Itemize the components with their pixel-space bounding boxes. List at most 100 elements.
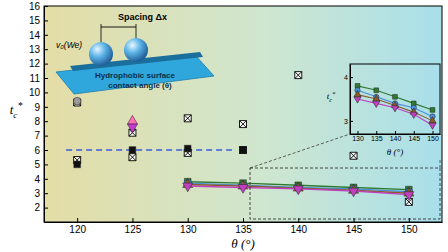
y-tick: 3 <box>344 118 353 125</box>
marker <box>410 112 417 118</box>
y-tick-label: 15 <box>29 15 41 26</box>
y-tick-mark <box>44 136 48 137</box>
y-axis-title: tc* <box>10 100 23 119</box>
x-tick: 140 <box>390 131 402 142</box>
x-tick: 135 <box>235 218 252 235</box>
spacing-tick <box>101 24 102 42</box>
marker <box>349 188 359 197</box>
y-axis: 34 <box>344 65 353 135</box>
x-tick: 140 <box>290 218 307 235</box>
y-tick-mark <box>44 193 48 194</box>
y-tick-mark <box>44 64 48 65</box>
marker <box>295 72 302 79</box>
y-tick: 9 <box>34 102 48 113</box>
line <box>358 90 433 116</box>
marker <box>374 88 379 93</box>
y-tick-mark <box>44 164 48 165</box>
y-tick-label: 10 <box>29 87 41 98</box>
x-tick-label: 150 <box>401 224 418 235</box>
y-tick-mark <box>44 121 48 122</box>
y-tick-label: 9 <box>34 102 40 113</box>
marker <box>127 124 137 133</box>
y-tick-label: 14 <box>29 30 41 41</box>
series <box>183 183 414 200</box>
y-tick-label: 12 <box>29 58 41 69</box>
x-tick-mark <box>132 218 133 222</box>
line <box>66 149 232 150</box>
y-tick: 5 <box>34 159 48 170</box>
plot-frame <box>44 6 442 222</box>
marker <box>404 192 414 201</box>
x-tick: 130 <box>352 131 364 142</box>
marker <box>238 185 248 194</box>
series <box>354 90 436 122</box>
x-tick-label: 145 <box>408 135 420 142</box>
y-tick-mark <box>44 150 48 151</box>
series <box>66 150 232 151</box>
x-tick-mark <box>376 131 377 134</box>
y-tick-label: 2 <box>34 202 40 213</box>
y-tick-mark <box>350 121 353 122</box>
x-tick: 120 <box>69 218 86 235</box>
x-tick-label: 140 <box>290 224 307 235</box>
marker <box>373 95 380 101</box>
series <box>355 84 435 113</box>
annotation: Hydrophobic surface <box>95 71 176 80</box>
x-tick-mark <box>414 131 415 134</box>
series <box>355 88 435 120</box>
x-axis: 120125130135140145150 <box>45 218 443 235</box>
x-tick-mark <box>433 131 434 134</box>
y-tick: 6 <box>34 145 48 156</box>
y-tick-label: 16 <box>29 1 41 12</box>
y-tick-label: 8 <box>34 116 40 127</box>
y-tick-mark <box>44 208 48 209</box>
zoom-connector <box>250 134 350 168</box>
x-tick-label: 120 <box>69 224 86 235</box>
y-tick-mark <box>44 20 48 21</box>
marker <box>129 154 136 161</box>
y-tick: 11 <box>30 73 48 84</box>
series <box>354 97 436 129</box>
marker <box>429 123 436 129</box>
marker <box>240 121 247 128</box>
x-tick-label: 150 <box>427 135 439 142</box>
marker <box>350 152 357 159</box>
y-tick-mark <box>44 107 48 108</box>
x-axis-title: θ (°) <box>231 236 255 251</box>
line <box>358 95 433 121</box>
zoom-indicator <box>250 134 440 219</box>
marker <box>429 117 436 123</box>
marker <box>74 161 81 168</box>
series <box>127 124 137 133</box>
marker <box>184 145 191 152</box>
y-axis-title: tc* <box>327 90 336 103</box>
marker <box>293 186 303 195</box>
plot-background <box>44 6 442 222</box>
x-tick-label: 130 <box>352 135 364 142</box>
zoom-box <box>250 168 440 219</box>
y-tick-mark <box>44 6 48 7</box>
y-tick-mark <box>44 179 48 180</box>
marker <box>391 106 398 112</box>
annotation: contact angle (θ) <box>108 81 172 90</box>
x-tick: 150 <box>427 131 439 142</box>
marker <box>373 101 380 107</box>
y-tick-label: 11 <box>30 73 41 84</box>
marker <box>127 115 137 124</box>
x-tick: 130 <box>180 218 197 235</box>
x-axis-title: θ (°) <box>387 147 403 157</box>
y-tick: 7 <box>34 130 48 141</box>
y-tick: 16 <box>29 1 48 12</box>
x-axis-line <box>45 222 443 223</box>
y-tick: 15 <box>29 15 48 26</box>
inset-plot: 130 135 140 145 150 34 θ (°) tc* <box>327 64 441 157</box>
x-tick-label: 135 <box>371 135 383 142</box>
marker <box>73 97 80 104</box>
spacing-tick <box>136 24 137 38</box>
y-tick: 3 <box>34 188 48 199</box>
x-tick-label: 145 <box>346 224 363 235</box>
y-tick: 2 <box>34 202 48 213</box>
series <box>73 97 80 104</box>
series <box>184 179 413 195</box>
y-tick-mark <box>44 92 48 93</box>
